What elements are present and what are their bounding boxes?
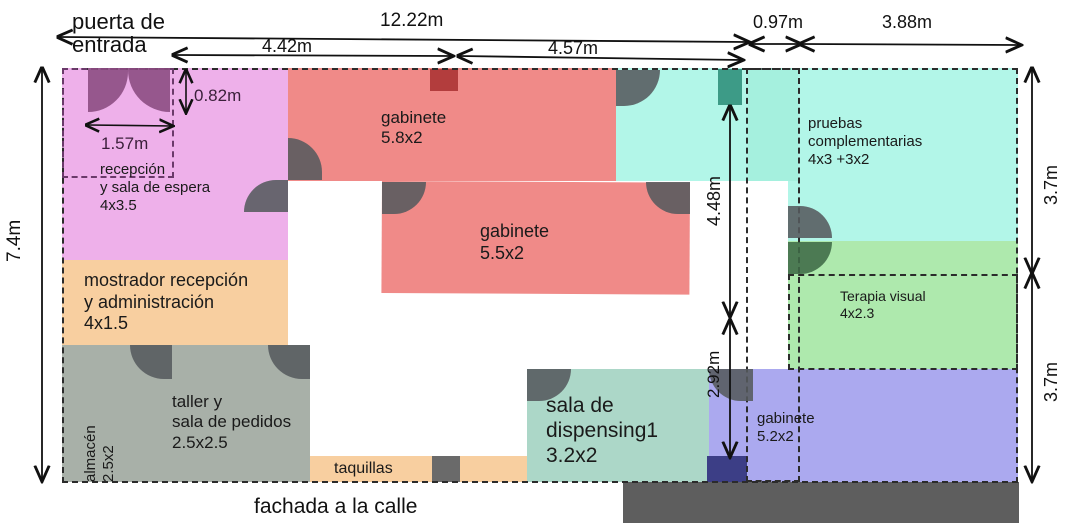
corridor-strip-white bbox=[750, 181, 788, 319]
dim-line-door-width bbox=[88, 125, 172, 126]
dim-4-42: 4.42m bbox=[262, 36, 313, 56]
cabinet-bottom-room bbox=[709, 369, 1018, 482]
corridor-cyan-strip bbox=[748, 68, 798, 181]
dim-2-92: 2.92m bbox=[704, 350, 723, 398]
window-marker-red bbox=[430, 69, 458, 91]
dim-height-total: 7.4m bbox=[4, 219, 25, 262]
dim-3-7-bottom: 3.7m bbox=[1041, 361, 1061, 402]
label-therapy: Terapia visual 4x2.3 bbox=[840, 288, 926, 321]
entrance-label: puerta de entrada bbox=[72, 9, 165, 58]
label-cabinet-mid: gabinete 5.5x2 bbox=[480, 221, 550, 263]
dim-line-4-57 bbox=[460, 56, 742, 60]
dim-line-total bbox=[60, 37, 748, 42]
lockers-room-2 bbox=[460, 456, 527, 482]
lockers-gap bbox=[432, 456, 460, 482]
window-marker-teal bbox=[718, 69, 742, 105]
dim-4-57: 4.57m bbox=[548, 38, 599, 58]
lockers-room bbox=[310, 456, 432, 482]
dim-3-88: 3.88m bbox=[882, 12, 933, 32]
label-lockers: taquillas bbox=[334, 460, 393, 477]
label-counter: mostrador recepción y administración 4x1… bbox=[84, 270, 249, 334]
dim-0-97: 0.97m bbox=[753, 12, 804, 32]
therapy-room bbox=[788, 241, 1018, 369]
counter-room bbox=[62, 260, 288, 345]
dim-total-width: 12.22m bbox=[380, 10, 444, 31]
tests-room bbox=[788, 68, 1018, 241]
facade-label: fachada a la calle bbox=[254, 495, 418, 518]
label-dispensing: sala de dispensing1 3.2x2 bbox=[546, 394, 659, 468]
label-storage: almacén 2.5x2 bbox=[82, 425, 117, 482]
label-reception: recepción y sala de espera 4x3.5 bbox=[100, 161, 211, 214]
dim-4-48: 4.48m bbox=[704, 175, 724, 226]
dim-door-height: 0.82m bbox=[194, 86, 242, 105]
label-tests: pruebas complementarias 4x3 +3x2 bbox=[808, 115, 923, 168]
dim-line-4-42 bbox=[175, 55, 452, 56]
cabinet-bottom-dark bbox=[707, 456, 747, 482]
label-cabinet-bottom: gabinete 5.2x2 bbox=[757, 410, 815, 445]
dim-3-7-top: 3.7m bbox=[1041, 164, 1061, 205]
dim-line-3-88 bbox=[802, 44, 1020, 45]
dim-door-width: 1.57m bbox=[101, 134, 149, 153]
outline-therapy bbox=[788, 274, 1018, 370]
street-block bbox=[623, 482, 1019, 523]
label-cabinet-top: gabinete 5.8x2 bbox=[381, 108, 447, 148]
label-workshop: taller y sala de pedidos 2.5x2.5 bbox=[172, 392, 292, 452]
